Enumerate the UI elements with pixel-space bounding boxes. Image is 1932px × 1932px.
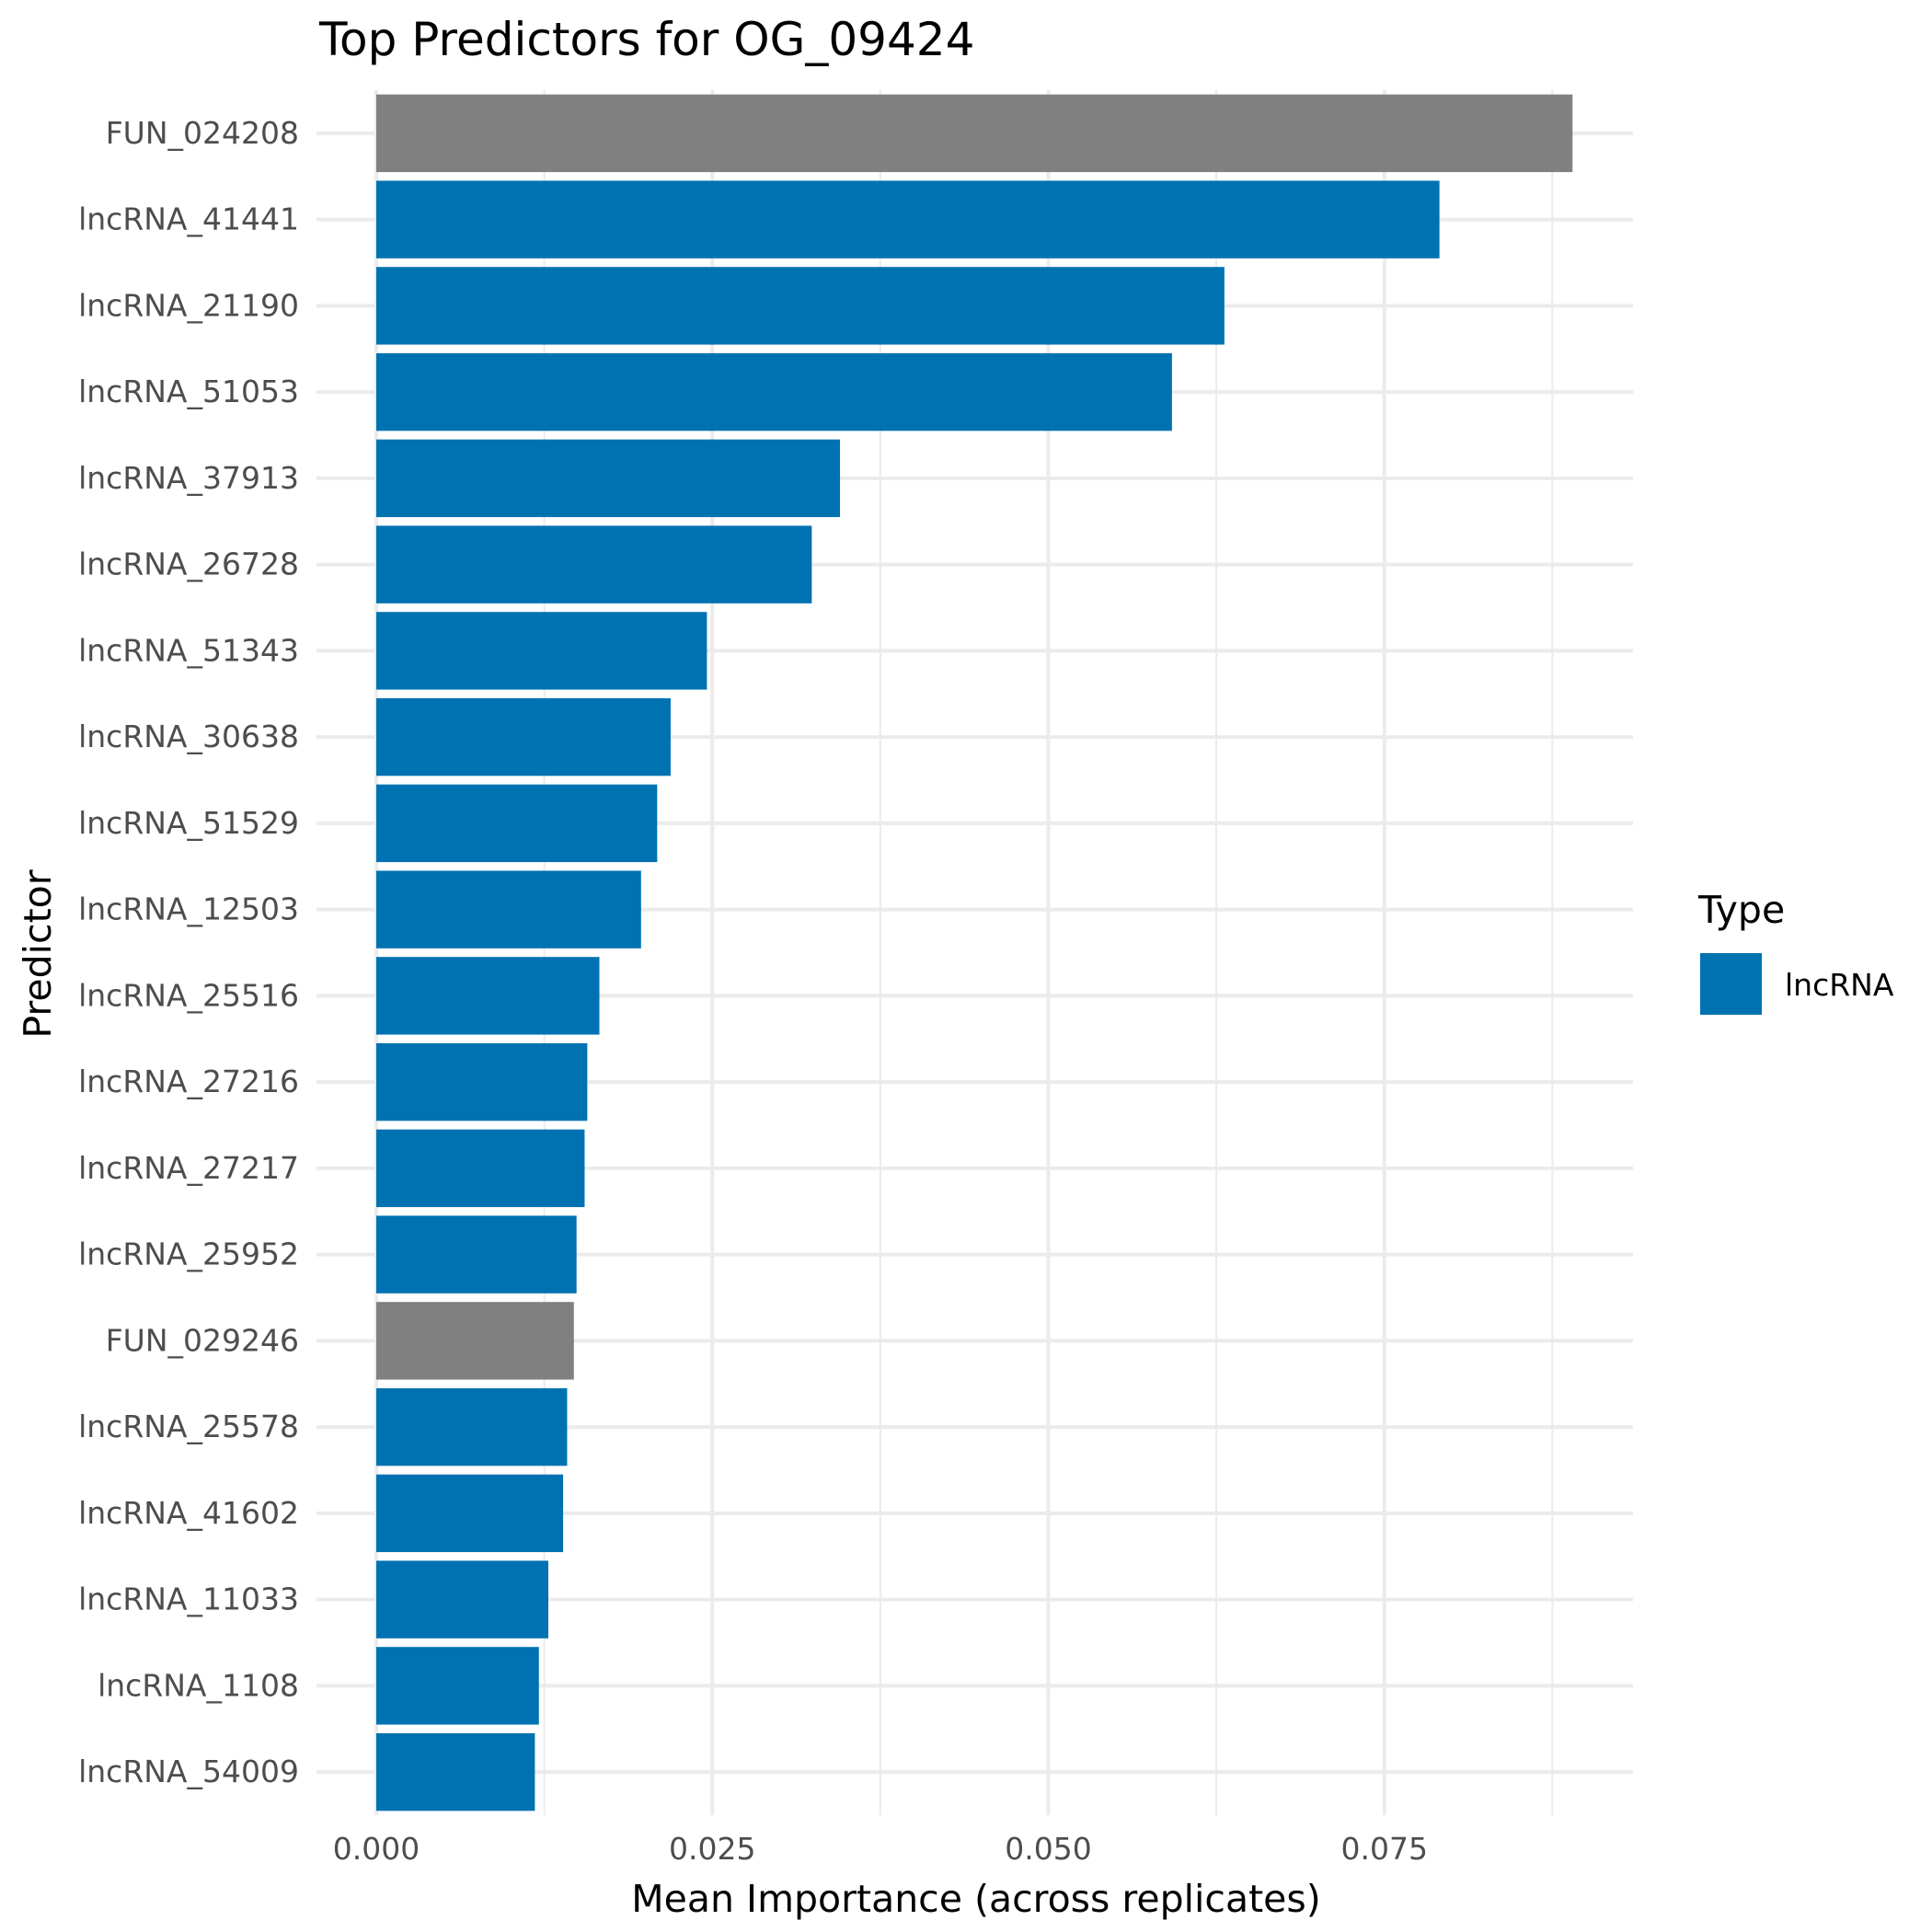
bar	[376, 352, 1172, 431]
x-tick-label: 0.075	[1340, 1831, 1427, 1867]
legend: Type lncRNA	[1697, 888, 1894, 1015]
bar	[376, 1042, 588, 1121]
y-tick-label: lncRNA_21190	[78, 287, 299, 323]
y-tick-label: lncRNA_54009	[78, 1754, 299, 1789]
y-tick-label: lncRNA_41602	[78, 1495, 299, 1531]
y-tick-label: lncRNA_12503	[78, 891, 299, 927]
legend-title: Type	[1697, 888, 1785, 932]
y-tick-label: lncRNA_51529	[78, 805, 299, 841]
x-tick-labels: 0.000 0.025 0.050 0.075	[333, 1831, 1428, 1867]
grid-lines	[316, 90, 1633, 1815]
bar	[376, 1732, 535, 1811]
bar	[376, 870, 641, 949]
bar	[376, 957, 600, 1035]
bar	[376, 1215, 577, 1294]
y-tick-label: lncRNA_51343	[78, 632, 299, 668]
bar	[376, 784, 658, 863]
bar	[376, 1474, 564, 1553]
y-tick-label: lncRNA_25952	[78, 1236, 299, 1272]
bar	[376, 1560, 549, 1639]
bar	[376, 1129, 585, 1208]
bar	[376, 525, 812, 604]
y-tick-label: lncRNA_25516	[78, 977, 299, 1013]
bar	[376, 1647, 539, 1725]
y-tick-label: lncRNA_27217	[78, 1150, 299, 1186]
y-tick-label: FUN_029246	[106, 1322, 299, 1358]
chart-title: Top Predictors for OG_09424	[318, 13, 974, 66]
bar	[376, 180, 1440, 259]
bar	[376, 439, 841, 518]
y-tick-label: lncRNA_51053	[78, 374, 299, 409]
bar	[376, 1302, 574, 1380]
y-tick-label: lncRNA_11033	[78, 1581, 299, 1617]
bar	[376, 1387, 568, 1466]
bar	[376, 612, 707, 690]
bar	[376, 697, 671, 776]
x-tick-label: 0.025	[669, 1831, 755, 1867]
bars	[376, 94, 1573, 1811]
y-tick-label: lncRNA_30638	[78, 719, 299, 754]
y-tick-label: lncRNA_1108	[98, 1667, 299, 1703]
y-tick-label: lncRNA_37913	[78, 460, 299, 496]
x-tick-label: 0.050	[1005, 1831, 1091, 1867]
y-tick-label: FUN_024208	[106, 115, 299, 151]
x-axis-title: Mean Importance (across replicates)	[631, 1877, 1321, 1921]
y-tick-label: lncRNA_25578	[78, 1409, 299, 1444]
y-tick-label: lncRNA_41441	[78, 201, 299, 237]
y-tick-label: lncRNA_27216	[78, 1064, 299, 1099]
y-tick-labels: FUN_024208 lncRNA_41441 lncRNA_21190 lncRNA…	[78, 115, 299, 1789]
legend-label-lncrna: lncRNA	[1785, 967, 1894, 1003]
x-tick-label: 0.000	[333, 1831, 420, 1867]
y-axis-title: Predictor	[16, 869, 60, 1038]
legend-swatch-lncrna	[1700, 953, 1762, 1015]
y-tick-label: lncRNA_26728	[78, 546, 299, 582]
bar	[376, 267, 1225, 345]
bar	[376, 94, 1573, 173]
